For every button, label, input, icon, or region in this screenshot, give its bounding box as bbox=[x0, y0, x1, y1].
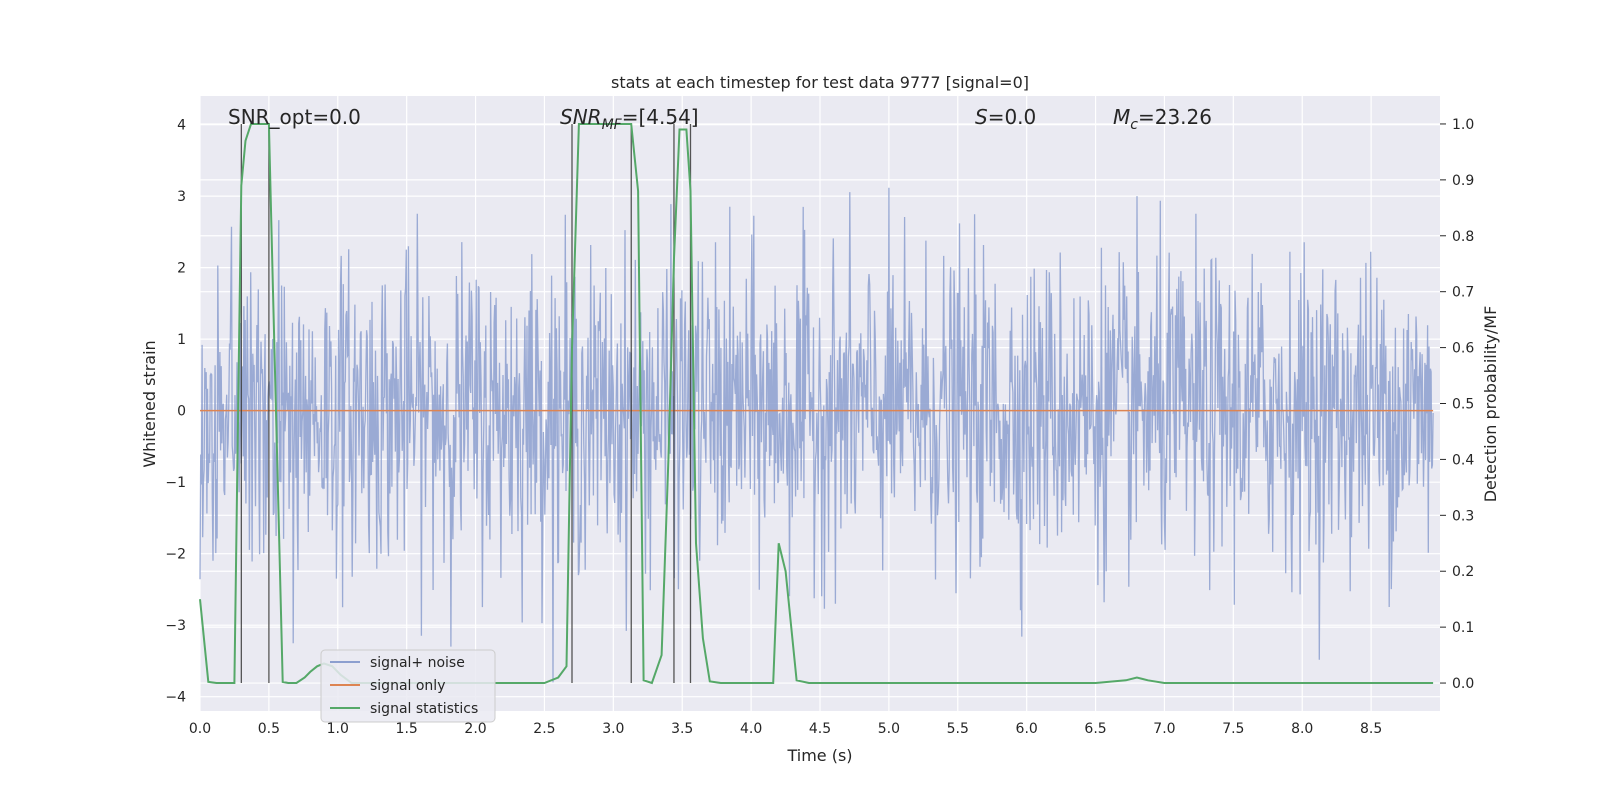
x-tick-label: 3.5 bbox=[671, 721, 693, 737]
legend-label-statistics: signal statistics bbox=[370, 701, 478, 717]
series-line-signal-plus-noise bbox=[199, 187, 1434, 683]
annotation-mc: Mc=23.26 bbox=[1113, 105, 1212, 133]
x-tick-label: 6.0 bbox=[1016, 721, 1038, 737]
y-tick-label: −2 bbox=[165, 547, 186, 563]
x-tick-label: 2.0 bbox=[464, 721, 486, 737]
legend-label-noise: signal+ noise bbox=[370, 655, 465, 671]
signal-plus-noise-series bbox=[199, 187, 1434, 683]
x-tick-label: 2.5 bbox=[533, 721, 555, 737]
annotation-snr-opt: SNR_opt=0.0 bbox=[228, 105, 361, 129]
x-tick-label: 4.0 bbox=[740, 721, 762, 737]
annotation-s: S=0.0 bbox=[975, 105, 1036, 129]
legend-label-signal-only: signal only bbox=[370, 678, 445, 694]
y-right-tick-label: 0.1 bbox=[1452, 620, 1474, 636]
series-line-signal-statistics bbox=[199, 123, 1434, 685]
x-tick-label: 3.0 bbox=[602, 721, 624, 737]
x-tick-label: 7.5 bbox=[1222, 721, 1244, 737]
y-right-tick-label: 0.2 bbox=[1452, 564, 1474, 580]
x-tick-label: 8.0 bbox=[1291, 721, 1313, 737]
y-ticks: 4 3 2 1 0 −1 −2 −3 −4 bbox=[165, 118, 186, 706]
x-tick-label: 4.5 bbox=[809, 721, 831, 737]
annotation-snr-mf: SNRMF=[4.54] bbox=[560, 105, 699, 133]
y-right-tick-label: 0.7 bbox=[1452, 285, 1474, 301]
signal-statistics-series bbox=[199, 123, 1434, 685]
x-tick-label: 1.0 bbox=[327, 721, 349, 737]
y-right-tick-label: 0.4 bbox=[1452, 452, 1474, 468]
y-right-tick-label: 0.6 bbox=[1452, 341, 1474, 357]
legend-box bbox=[320, 649, 496, 723]
x-tick-label: 0.0 bbox=[189, 721, 211, 737]
y-tick-label: 0 bbox=[177, 404, 186, 420]
x-tick-label: 5.5 bbox=[947, 721, 969, 737]
x-ticks: 0.0 0.5 1.0 1.5 2.0 2.5 3.0 3.5 4.0 4.5 5.0 5.5 6.0 6… bbox=[189, 721, 1382, 737]
chart-title: stats at each timestep for test data 977… bbox=[611, 73, 1029, 92]
y-tick-label: 2 bbox=[177, 261, 186, 277]
legend: signal+ noise signal only signal statist… bbox=[320, 649, 496, 723]
x-tick-label: 8.5 bbox=[1360, 721, 1382, 737]
y-tick-label: 4 bbox=[177, 118, 186, 134]
y-right-tick-label: 0.0 bbox=[1452, 676, 1474, 692]
x-tick-label: 5.0 bbox=[878, 721, 900, 737]
y-right-tick-label: 0.9 bbox=[1452, 173, 1474, 189]
x-axis-label: Time (s) bbox=[786, 746, 852, 765]
y-right-tick-label: 0.3 bbox=[1452, 508, 1474, 524]
y-tick-label: −4 bbox=[165, 690, 186, 706]
y-right-tick-label: 0.8 bbox=[1452, 229, 1474, 245]
x-tick-label: 1.5 bbox=[396, 721, 418, 737]
x-tick-label: 0.5 bbox=[258, 721, 280, 737]
y-axis-label: Whitened strain bbox=[140, 340, 159, 467]
y-tick-label: 3 bbox=[177, 189, 186, 205]
y-tick-label: 1 bbox=[177, 332, 186, 348]
y-tick-label: −1 bbox=[165, 475, 186, 491]
y-right-ticks: 1.0 0.9 0.8 0.7 0.6 0.5 0.4 0.3 0.2 0.1 0.0 bbox=[1440, 117, 1474, 692]
y-right-tick-label: 1.0 bbox=[1452, 117, 1474, 133]
y-right-axis-label: Detection probability/MF bbox=[1481, 306, 1500, 503]
x-tick-label: 6.5 bbox=[1084, 721, 1106, 737]
x-tick-label: 7.0 bbox=[1153, 721, 1175, 737]
y-right-tick-label: 0.5 bbox=[1452, 397, 1474, 413]
y-tick-label: −3 bbox=[165, 618, 186, 634]
